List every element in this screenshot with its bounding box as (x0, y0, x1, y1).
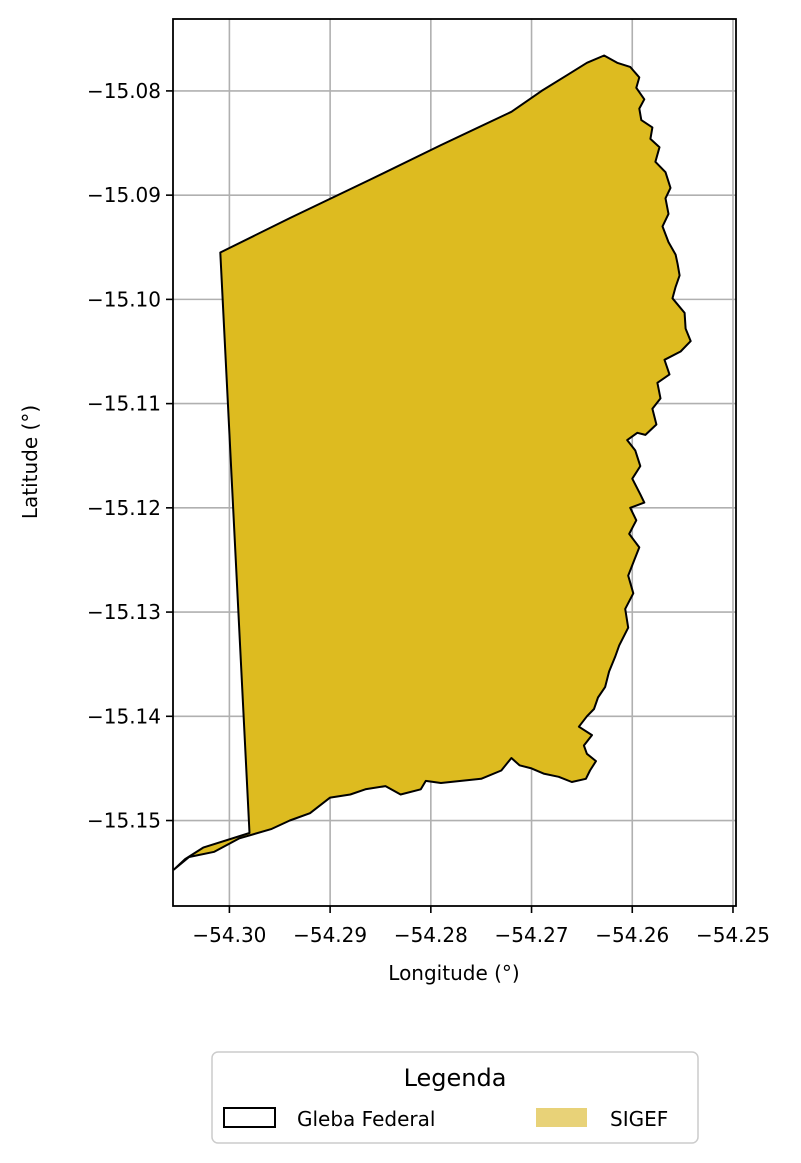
y-axis-label: Latitude (°) (18, 405, 42, 519)
x-tick-label: −54.25 (696, 923, 770, 947)
gleba-federal-swatch (223, 1107, 276, 1128)
x-tick-label: −54.29 (293, 923, 367, 947)
x-tick-label: −54.28 (394, 923, 468, 947)
y-tick-label: −15.09 (87, 183, 161, 207)
y-tick-label: −15.11 (87, 392, 161, 416)
y-tick-label: −15.08 (87, 79, 161, 103)
x-axis-label: Longitude (°) (388, 961, 519, 985)
legend-label-sigef: SIGEF (610, 1107, 668, 1131)
plot-frame (172, 18, 737, 907)
y-tick-label: −15.15 (87, 809, 161, 833)
x-tick-label: −54.26 (595, 923, 669, 947)
x-tick-label: −54.30 (192, 923, 266, 947)
x-tick-label: −54.27 (495, 923, 569, 947)
y-axis-ticks: −15.08 −15.09 −15.10 −15.11 −15.12 −15.13 −15.… (87, 79, 173, 833)
sigef-swatch (536, 1108, 587, 1127)
y-tick-label: −15.12 (87, 496, 161, 520)
sigef-area-polygon (173, 54, 692, 871)
y-tick-label: −15.13 (87, 600, 161, 624)
x-axis-ticks: −54.30 −54.29 −54.28 −54.27 −54.26 −54.25 (192, 906, 770, 947)
y-tick-label: −15.14 (87, 704, 161, 728)
legend-title: Legenda (404, 1064, 507, 1092)
y-tick-label: −15.10 (87, 287, 161, 311)
legend-label-gleba-federal: Gleba Federal (297, 1107, 435, 1131)
legend: Legenda Gleba Federal SIGEF (211, 1051, 699, 1144)
